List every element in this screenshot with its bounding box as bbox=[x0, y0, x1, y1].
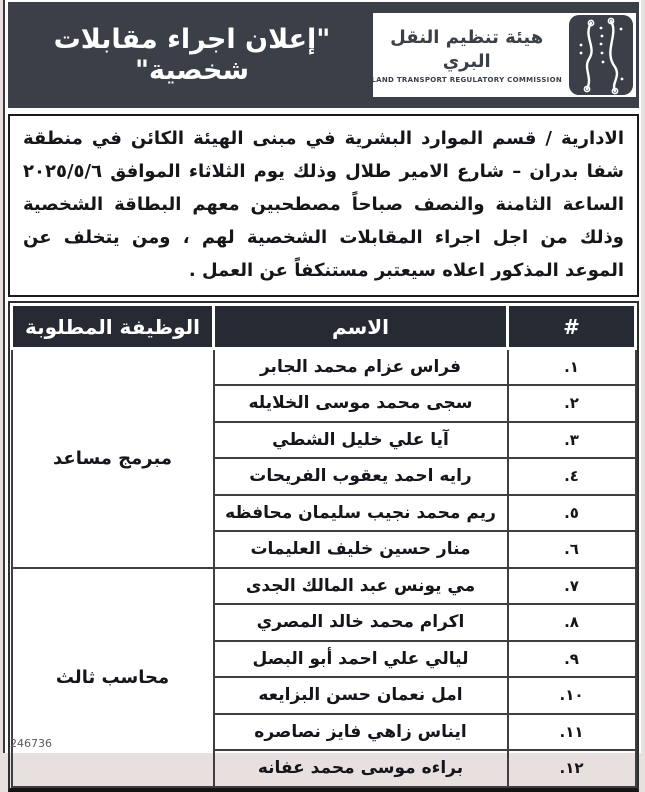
table-row: ٢. سجى محمد موسى الخلايله bbox=[12, 384, 637, 423]
announcement-title: "إعلان اجراء مقابلات شخصية" bbox=[53, 24, 331, 86]
column-header-number: # bbox=[506, 303, 637, 350]
candidate-name: سجى محمد موسى الخلايله bbox=[212, 384, 509, 423]
table-row: ٦. منار حسين خليف العليمات bbox=[12, 530, 637, 569]
agency-name-arabic: هيئة تنظيم النقل البري bbox=[390, 27, 544, 72]
table-row: ١٠. امل نعمان حسن البزايعه bbox=[12, 676, 637, 715]
table-row: ٤. رايه احمد يعقوب الفريحات bbox=[12, 457, 637, 496]
candidate-name: منار حسين خليف العليمات bbox=[212, 530, 509, 569]
row-number: ١١. bbox=[506, 712, 637, 751]
row-number: ٦. bbox=[506, 530, 637, 569]
table-row: ١. فراس عزام محمد الجابر مبرمج مساعد bbox=[10, 347, 637, 569]
position-cell: محاسب ثالث bbox=[10, 566, 215, 788]
row-number: ٤. bbox=[506, 457, 637, 496]
column-header-name: الاسم bbox=[212, 303, 509, 350]
row-number: ٣. bbox=[506, 420, 637, 459]
candidate-name: فراس عزام محمد الجابر bbox=[212, 347, 509, 386]
table-row: ٥. ريم محمد نجيب سليمان محافظه bbox=[12, 493, 637, 532]
candidate-name: براءه موسى محمد عفانه bbox=[212, 749, 509, 788]
table-row: ٧. مي يونس عبد المالك الجدى محاسب ثالث bbox=[10, 566, 637, 788]
table-row: ٣. آيا علي خليل الشطي bbox=[12, 420, 637, 459]
scan-number: 246736 bbox=[10, 737, 52, 750]
candidate-name: مي يونس عبد المالك الجدى bbox=[212, 566, 509, 605]
document-page: "إعلان اجراء مقابلات شخصية" هيئة تنظيم ا… bbox=[3, 0, 641, 792]
row-number: ١٢. bbox=[506, 749, 637, 788]
column-header-position: الوظيفة المطلوبة bbox=[10, 303, 215, 350]
table-row: ٨. اكرام محمد خالد المصري bbox=[12, 603, 637, 642]
row-number: ١٠. bbox=[506, 676, 637, 715]
road-network-icon bbox=[569, 15, 633, 95]
candidates-table-wrapper: # الاسم الوظيفة المطلوبة ١. فراس عزام مح… bbox=[8, 301, 639, 792]
candidate-name: ليالي علي احمد أبو البصل bbox=[212, 639, 509, 678]
row-number: ٥. bbox=[506, 493, 637, 532]
candidate-name: ايناس زاهي فايز نصاصره bbox=[212, 712, 509, 751]
table-row: ٩. ليالي علي احمد أبو البصل bbox=[12, 639, 637, 678]
table-header-row: # الاسم الوظيفة المطلوبة bbox=[10, 303, 637, 350]
agency-logo-text: هيئة تنظيم النقل البري LAND TRANSPORT RE… bbox=[371, 26, 562, 84]
position-cell: مبرمج مساعد bbox=[10, 347, 215, 569]
scanned-announcement-document: { "document": { "scan_number": "246736" … bbox=[3, 0, 641, 792]
candidate-name: رايه احمد يعقوب الفريحات bbox=[212, 457, 509, 496]
announcement-body-text: الادارية / قسم الموارد البشرية في مبنى ا… bbox=[8, 114, 639, 297]
candidate-name: امل نعمان حسن البزايعه bbox=[212, 676, 509, 715]
candidate-name: آيا علي خليل الشطي bbox=[212, 420, 509, 459]
candidates-table: # الاسم الوظيفة المطلوبة ١. فراس عزام مح… bbox=[10, 303, 637, 788]
row-number: ٨. bbox=[506, 603, 637, 642]
row-number: ٩. bbox=[506, 639, 637, 678]
row-number: ٢. bbox=[506, 384, 637, 423]
candidate-name: اكرام محمد خالد المصري bbox=[212, 603, 509, 642]
row-number: ١. bbox=[506, 347, 637, 386]
row-number: ٧. bbox=[506, 566, 637, 605]
agency-name-english: LAND TRANSPORT REGULATORY COMMISSION bbox=[371, 76, 562, 84]
candidate-name: ريم محمد نجيب سليمان محافظه bbox=[212, 493, 509, 532]
agency-logo: هيئة تنظيم النقل البري LAND TRANSPORT RE… bbox=[371, 13, 636, 97]
header-banner: "إعلان اجراء مقابلات شخصية" هيئة تنظيم ا… bbox=[8, 2, 639, 108]
table-row: ١١. ايناس زاهي فايز نصاصره bbox=[12, 712, 637, 751]
